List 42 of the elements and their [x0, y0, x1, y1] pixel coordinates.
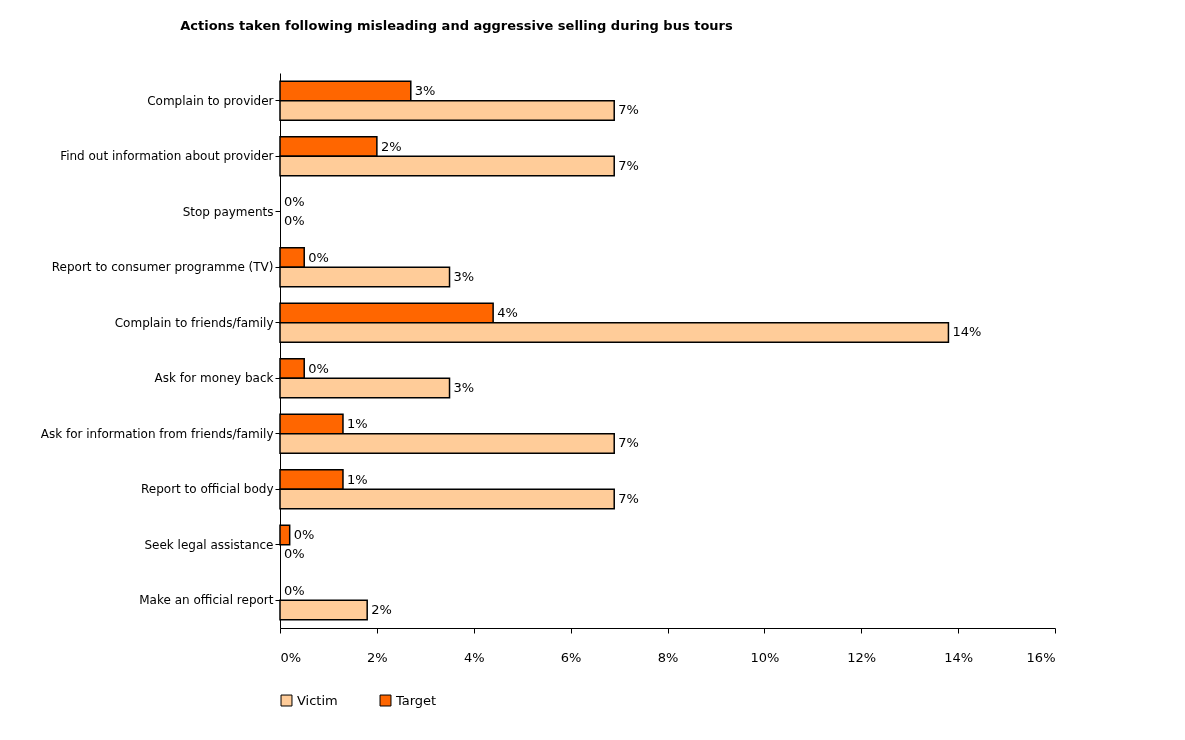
y-tick-label: Ask for money back [154, 371, 274, 386]
y-tick-label: Stop payments [182, 204, 274, 219]
y-tick-label: Report to consumer programme (TV) [51, 260, 274, 275]
data-label: 0% [284, 213, 305, 229]
data-label: 4% [497, 305, 518, 321]
x-tick-label: 0% [280, 649, 302, 665]
data-label: 0% [284, 546, 305, 562]
x-tick-label: 10% [750, 649, 780, 665]
y-tick-label: Make an official report [139, 593, 274, 608]
x-tick-label: 8% [657, 649, 679, 665]
y-tick-label: Complain to provider [147, 93, 274, 108]
legend-label: Victim [297, 692, 338, 708]
data-label: 7% [618, 157, 639, 173]
data-label: 1% [346, 416, 368, 432]
x-tick-label: 4% [463, 649, 485, 665]
data-label: 14% [952, 324, 982, 340]
y-tick-label: Find out information about provider [60, 149, 274, 164]
chart-title: Actions taken following misleading and aggressive selling during bus tours [180, 18, 733, 33]
data-label: 0% [284, 582, 305, 598]
data-label: 3% [453, 268, 475, 284]
data-label: 0% [284, 194, 305, 210]
data-label: 1% [346, 471, 368, 487]
data-label: 0% [308, 360, 329, 376]
x-tick-label: 14% [944, 649, 974, 665]
data-label: 2% [380, 138, 402, 154]
y-tick-label: Complain to friends/family [114, 315, 274, 330]
x-tick-label: 12% [847, 649, 877, 665]
data-label: 7% [618, 102, 639, 118]
data-label: 7% [618, 435, 639, 451]
data-label: 7% [618, 490, 639, 506]
data-label: 3% [453, 379, 475, 395]
y-tick-label: Ask for information from friends/family [40, 426, 274, 441]
x-tick-label: 2% [367, 649, 388, 665]
y-tick-label: Seek legal assistance [144, 537, 274, 552]
x-tick-label: 16% [1026, 649, 1056, 665]
y-tick-label: Report to official body [140, 482, 274, 497]
data-label: 0% [308, 249, 329, 265]
x-tick-label: 6% [560, 649, 582, 665]
data-label: 3% [414, 83, 436, 99]
data-label: 0% [293, 527, 315, 543]
data-label: 2% [371, 601, 392, 617]
legend-label: Target [395, 692, 437, 708]
